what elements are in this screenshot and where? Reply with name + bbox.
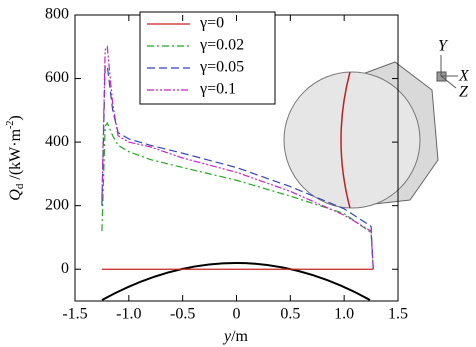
y-axis-title: Qd /(kW·m-2) <box>5 115 25 200</box>
y-title-exponent: -2 <box>5 121 16 129</box>
x-axis-title: y/m <box>222 328 249 345</box>
legend-label: γ=0.1 <box>199 81 236 98</box>
x-tick-label: -0.5 <box>170 306 195 323</box>
x-tick-label: 1.5 <box>388 306 408 323</box>
y-tick-label: 600 <box>45 69 69 86</box>
body-profile <box>102 263 370 300</box>
chart: Y X Z Qd /(kW·m-2) y/m 0 200 400 600 800 -1.5… <box>0 0 476 347</box>
y-title-close: ) <box>7 115 24 120</box>
capsule-illustration <box>284 55 458 208</box>
x-tick-label: -1.0 <box>116 306 141 323</box>
axis-label-y3d: Y <box>438 38 449 55</box>
y-tick-label: 0 <box>61 260 69 277</box>
x-tick-label: -1.5 <box>62 306 87 323</box>
y-tick-label: 400 <box>45 133 69 150</box>
x-tick-label: 1.0 <box>334 306 354 323</box>
axis-label-z3d: Z <box>459 84 469 101</box>
x-title-unit: /m <box>231 328 248 345</box>
legend-label: γ=0.05 <box>199 59 244 76</box>
y-title-unit: /(kW·m <box>7 128 24 183</box>
x-tick-label: 0 <box>233 306 241 323</box>
axis-label-x3d: X <box>458 68 470 85</box>
y-tick-label: 800 <box>45 6 69 23</box>
x-tick-label: 0.5 <box>280 306 300 323</box>
legend-label: γ=0 <box>199 15 224 32</box>
legend-label: γ=0.02 <box>199 37 244 54</box>
y-title-symbol: Q <box>7 189 24 201</box>
y-tick-label: 200 <box>45 196 69 213</box>
